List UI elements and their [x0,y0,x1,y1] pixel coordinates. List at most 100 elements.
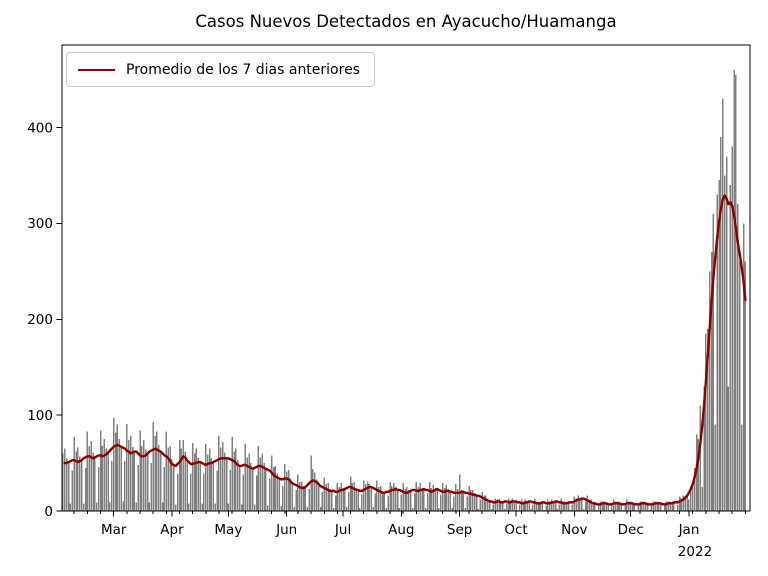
bar [511,498,514,511]
bar [682,495,685,511]
bar [178,440,181,511]
bar [660,503,662,511]
bar [607,504,609,511]
bar [86,431,89,511]
bar [470,489,472,511]
bar [731,146,733,511]
bar [539,502,542,511]
bar [526,501,529,511]
bar [710,252,713,511]
bar [278,478,280,511]
bar [566,502,568,511]
bar [584,501,587,511]
bar [616,501,619,511]
bar [359,508,361,511]
bar [250,463,252,511]
bar [387,495,389,511]
bar [233,451,235,511]
bar [133,451,136,511]
bar [643,501,645,511]
bar [445,485,448,511]
bar [114,432,117,511]
bar [79,456,81,511]
bar [259,457,262,511]
bar [449,491,451,511]
bar [423,488,425,511]
bar [385,508,388,511]
bar [270,455,273,511]
bar [654,501,656,511]
bar [362,480,365,511]
bar [319,507,322,511]
bar [295,489,297,511]
bar [237,460,239,511]
bar [156,431,158,511]
bar [432,485,435,511]
bar [159,451,162,511]
bar [714,424,717,511]
bar [146,453,149,511]
bar [618,502,621,511]
bars-layer [62,69,747,512]
bar [242,474,245,511]
bar [650,505,653,511]
bar [347,491,350,511]
bar [372,507,374,511]
bar [323,477,326,511]
bar [707,328,709,511]
bar [688,499,690,511]
bar [646,504,649,511]
bar [379,486,382,511]
bar [693,467,696,511]
bar [287,469,290,511]
bar [723,175,726,511]
bar [554,501,557,511]
bar [415,482,418,511]
bar [299,482,301,511]
bar [507,498,510,511]
bar [592,502,594,511]
bar [212,462,215,511]
bar [120,446,122,511]
bar [389,482,391,511]
bar [676,504,679,511]
bar [613,499,615,511]
bar [409,490,412,511]
bar [289,478,292,511]
bar [737,204,739,511]
x-tick-label: May [214,522,242,538]
y-tick-label: 300 [27,216,53,232]
bar [312,468,314,511]
bar [603,501,606,511]
bar [332,508,335,511]
x-year-label: 2022 [678,544,712,560]
bar [588,499,591,511]
bar [652,501,655,511]
bar [378,487,380,511]
bar [220,447,222,511]
bar [628,501,630,511]
bar [705,333,707,511]
bar [124,461,126,511]
bar [210,458,213,511]
bar [528,501,530,511]
bar [716,194,718,512]
bar [361,494,363,511]
bar [381,490,384,511]
bar [265,468,267,511]
bar [99,430,102,511]
bar [605,502,608,511]
bar [691,482,694,511]
bar [468,486,470,511]
bar [154,436,156,511]
bar [742,223,745,512]
bar [118,439,121,511]
bar [321,491,324,511]
bar [169,445,171,511]
bar [733,69,735,511]
bar [479,499,482,511]
bar [186,460,188,511]
bar [611,505,613,511]
bar [441,483,444,511]
axis-tick-labels: Mar Apr May Jun Jul Aug Sep Oct Nov Dec Jan 2022 0 10… [27,120,712,560]
